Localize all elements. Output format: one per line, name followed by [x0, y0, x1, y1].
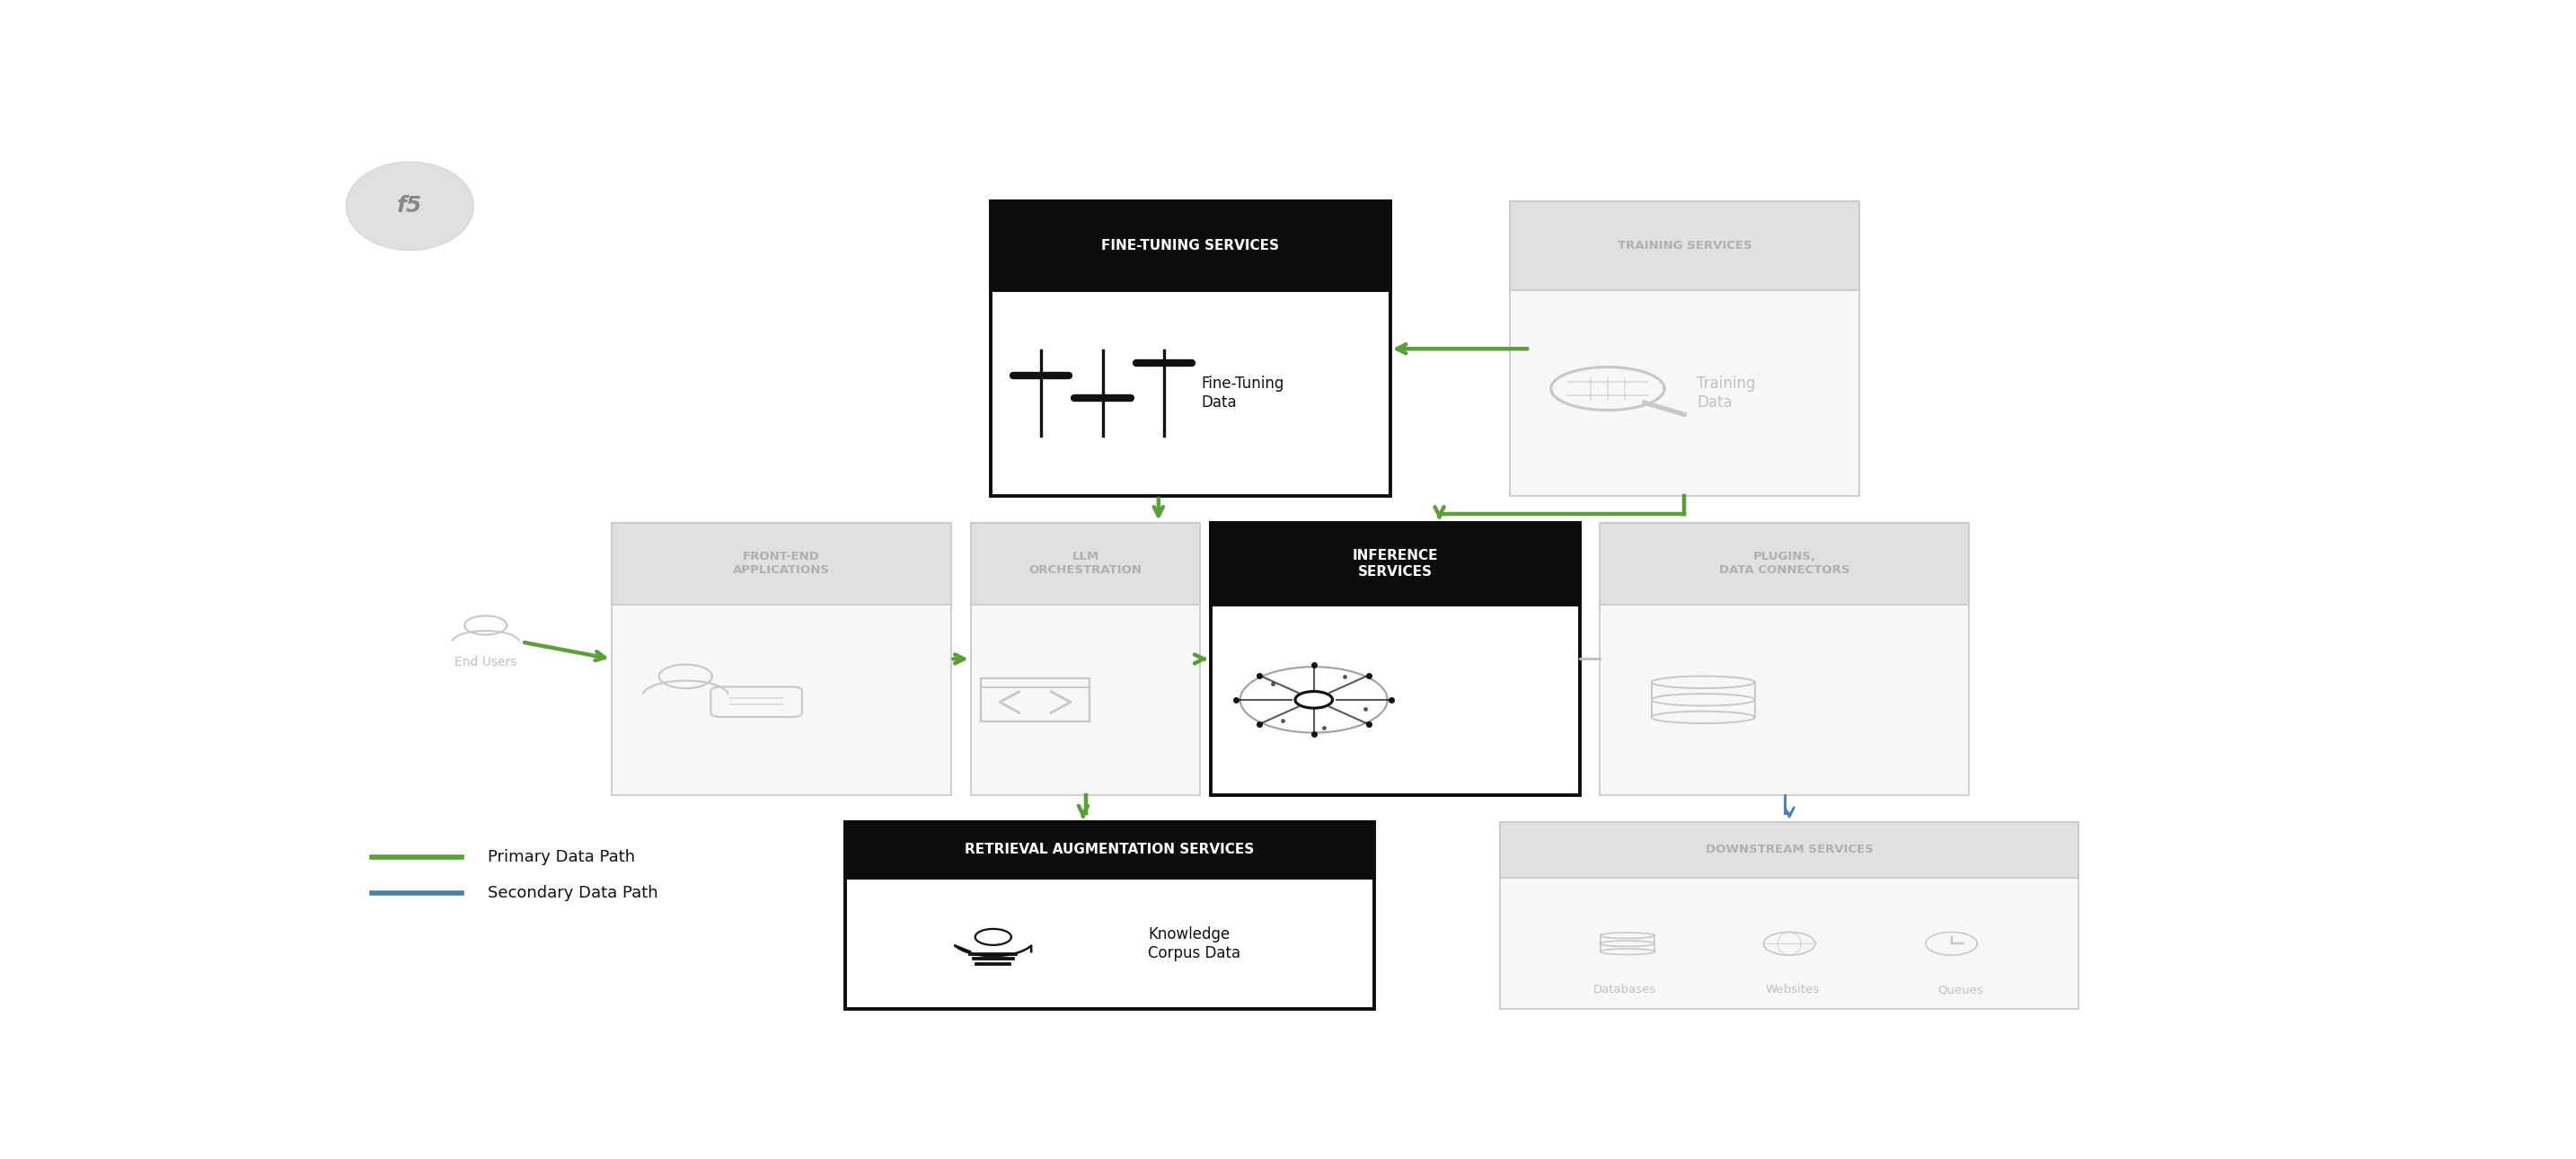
- Bar: [1600, 523, 1968, 795]
- Polygon shape: [345, 162, 474, 250]
- Bar: [1499, 822, 2079, 1009]
- Bar: [1499, 822, 2079, 879]
- Text: Fine-Tuning
Data: Fine-Tuning Data: [1200, 376, 1283, 410]
- Text: INFERENCE
SERVICES: INFERENCE SERVICES: [1352, 549, 1437, 578]
- Text: RETRIEVAL AUGMENTATION SERVICES: RETRIEVAL AUGMENTATION SERVICES: [966, 843, 1255, 857]
- Text: Primary Data Path: Primary Data Path: [487, 850, 636, 866]
- Text: End Users: End Users: [453, 656, 518, 669]
- Bar: [1510, 202, 1860, 290]
- Bar: [1499, 822, 2079, 879]
- Bar: [845, 822, 1373, 1009]
- Bar: [611, 523, 951, 605]
- Text: LLM
ORCHESTRATION: LLM ORCHESTRATION: [1028, 551, 1141, 576]
- Text: FINE-TUNING SERVICES: FINE-TUNING SERVICES: [1103, 239, 1280, 253]
- Bar: [971, 523, 1200, 605]
- Bar: [981, 678, 1090, 721]
- Text: PLUGINS,
DATA CONNECTORS: PLUGINS, DATA CONNECTORS: [1718, 551, 1850, 576]
- Bar: [1211, 523, 1579, 605]
- Text: Websites: Websites: [1765, 984, 1819, 996]
- Bar: [1600, 523, 1968, 605]
- Text: f5: f5: [397, 195, 422, 217]
- Bar: [1600, 523, 1968, 605]
- Text: Databases: Databases: [1592, 984, 1656, 996]
- Text: FRONT-END
APPLICATIONS: FRONT-END APPLICATIONS: [732, 551, 829, 576]
- Bar: [845, 822, 1373, 879]
- Bar: [1510, 202, 1860, 496]
- Text: Queues: Queues: [1937, 984, 1984, 996]
- Bar: [992, 202, 1391, 496]
- Bar: [992, 202, 1391, 290]
- Text: TRAINING SERVICES: TRAINING SERVICES: [1618, 240, 1752, 252]
- Bar: [845, 822, 1373, 879]
- Text: Knowledge
Corpus Data: Knowledge Corpus Data: [1149, 926, 1242, 961]
- Text: Secondary Data Path: Secondary Data Path: [487, 885, 657, 902]
- Bar: [1211, 523, 1579, 795]
- Bar: [611, 523, 951, 605]
- Bar: [992, 202, 1391, 290]
- Bar: [1510, 202, 1860, 290]
- Bar: [611, 523, 951, 795]
- Bar: [971, 523, 1200, 605]
- Bar: [1211, 523, 1579, 605]
- Text: DOWNSTREAM SERVICES: DOWNSTREAM SERVICES: [1705, 844, 1873, 855]
- Bar: [971, 523, 1200, 795]
- Text: Training
Data: Training Data: [1698, 376, 1757, 410]
